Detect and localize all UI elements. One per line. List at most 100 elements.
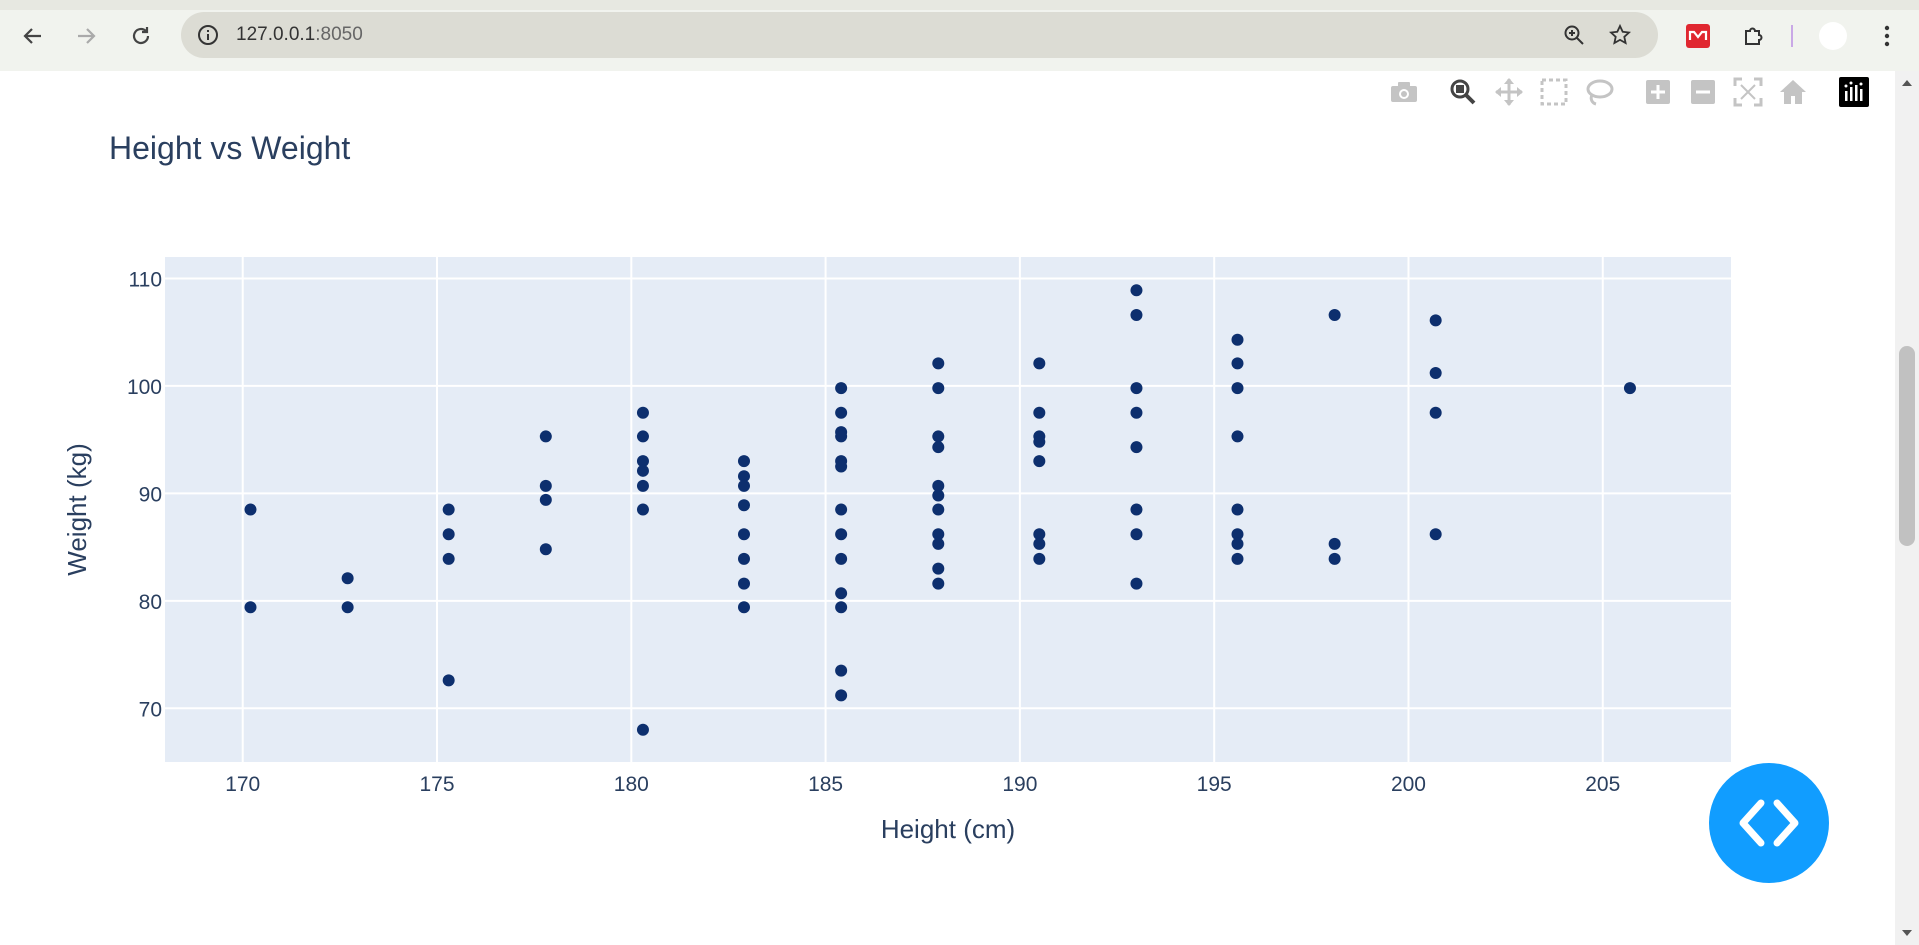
bookmark-star-icon[interactable] [1607,22,1633,48]
data-point[interactable] [1231,528,1244,541]
data-point[interactable] [1033,406,1046,419]
data-point[interactable] [737,577,750,590]
data-point[interactable] [1328,552,1341,565]
data-point[interactable] [1328,309,1341,322]
data-point[interactable] [1130,284,1143,297]
box-select-icon[interactable] [1538,76,1570,108]
data-point[interactable] [1231,357,1244,370]
data-point[interactable] [1231,333,1244,346]
data-point[interactable] [932,441,945,454]
data-point[interactable] [835,528,848,541]
url-text[interactable]: 127.0.0.1:8050 [236,24,363,46]
forward-button[interactable] [72,22,100,50]
data-point[interactable] [1033,552,1046,565]
data-point[interactable] [932,430,945,443]
data-point[interactable] [636,479,649,492]
data-point[interactable] [737,455,750,468]
browser-menu-icon[interactable] [1875,22,1899,50]
data-point[interactable] [1130,528,1143,541]
data-point[interactable] [442,552,455,565]
data-point[interactable] [442,503,455,516]
data-point[interactable] [1328,537,1341,550]
data-point[interactable] [835,587,848,600]
data-point[interactable] [539,543,552,556]
data-point[interactable] [341,572,354,585]
data-point[interactable] [1231,382,1244,395]
zoom-in-icon[interactable] [1642,76,1674,108]
data-point[interactable] [539,493,552,506]
data-point[interactable] [636,503,649,516]
data-point[interactable] [442,674,455,687]
data-point[interactable] [341,601,354,614]
data-point[interactable] [1231,537,1244,550]
data-point[interactable] [636,464,649,477]
data-point[interactable] [835,552,848,565]
data-point[interactable] [1130,577,1143,590]
data-point[interactable] [737,528,750,541]
data-point[interactable] [835,601,848,614]
zoom-icon[interactable] [1447,76,1479,108]
data-point[interactable] [835,689,848,702]
home-icon[interactable] [1777,76,1809,108]
data-point[interactable] [737,552,750,565]
data-point[interactable] [932,479,945,492]
data-point[interactable] [1231,552,1244,565]
address-bar[interactable]: 127.0.0.1:8050 [181,12,1658,58]
data-point[interactable] [835,406,848,419]
camera-icon[interactable] [1388,76,1420,108]
data-point[interactable] [539,479,552,492]
data-point[interactable] [1130,406,1143,419]
zoom-page-icon[interactable] [1561,22,1587,48]
data-point[interactable] [636,455,649,468]
data-point[interactable] [932,537,945,550]
data-point[interactable] [932,503,945,516]
data-point[interactable] [932,528,945,541]
data-point[interactable] [1033,455,1046,468]
data-point[interactable] [1130,441,1143,454]
data-point[interactable] [1033,357,1046,370]
back-button[interactable] [19,22,47,50]
data-point[interactable] [1130,382,1143,395]
data-point[interactable] [1130,503,1143,516]
data-point[interactable] [737,601,750,614]
data-point[interactable] [636,406,649,419]
data-point[interactable] [1429,406,1442,419]
code-toggle-button[interactable] [1709,763,1829,883]
data-point[interactable] [932,382,945,395]
data-point[interactable] [835,382,848,395]
data-point[interactable] [737,479,750,492]
scroll-thumb[interactable] [1899,346,1915,546]
data-point[interactable] [1429,367,1442,380]
data-point[interactable] [835,664,848,677]
data-point[interactable] [1033,537,1046,550]
scroll-up-icon[interactable] [1895,75,1919,91]
data-point[interactable] [835,503,848,516]
data-point[interactable] [1231,430,1244,443]
data-point[interactable] [636,723,649,736]
data-point[interactable] [932,489,945,502]
site-info-icon[interactable] [195,22,221,48]
data-point[interactable] [539,430,552,443]
data-point[interactable] [442,528,455,541]
plotly-logo-icon[interactable] [1838,76,1870,108]
data-point[interactable] [1429,314,1442,327]
lasso-icon[interactable] [1583,76,1615,108]
data-point[interactable] [1429,528,1442,541]
extensions-puzzle-icon[interactable] [1740,22,1768,50]
profile-avatar[interactable] [1818,21,1848,51]
plot-area[interactable] [165,257,1731,762]
data-point[interactable] [636,430,649,443]
data-point[interactable] [835,460,848,473]
data-point[interactable] [1130,309,1143,322]
reload-button[interactable] [127,22,155,50]
data-point[interactable] [835,430,848,443]
scroll-down-icon[interactable] [1895,925,1919,941]
pan-icon[interactable] [1493,76,1525,108]
data-point[interactable] [932,562,945,575]
data-point[interactable] [932,357,945,370]
data-point[interactable] [1033,528,1046,541]
autoscale-icon[interactable] [1732,76,1764,108]
data-point[interactable] [737,470,750,483]
data-point[interactable] [244,503,257,516]
